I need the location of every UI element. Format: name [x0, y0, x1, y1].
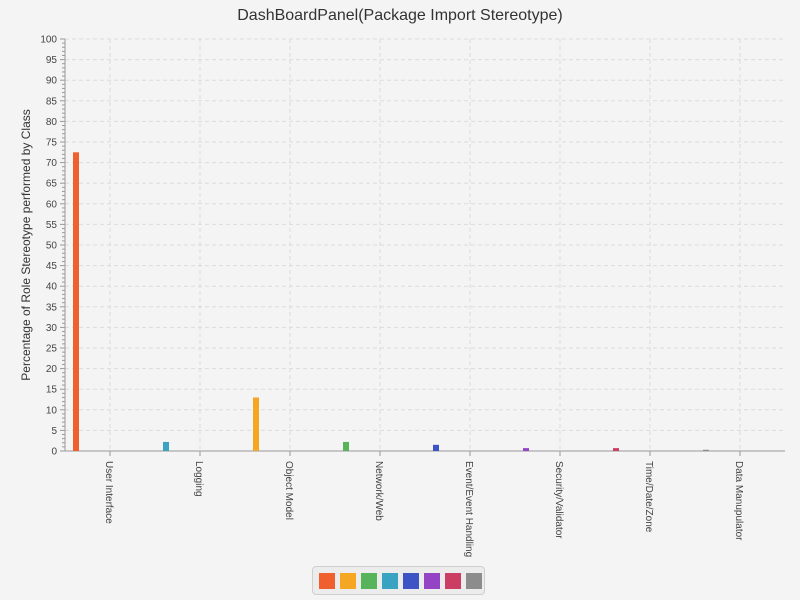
x-tick-label: Object Model — [283, 461, 294, 520]
y-tick-label: 65 — [46, 179, 58, 190]
y-tick-label: 30 — [46, 323, 58, 334]
chart-title: DashBoardPanel(Package Import Stereotype… — [237, 7, 563, 24]
x-tick-label: Network/Web — [373, 461, 384, 521]
legend-swatch — [319, 573, 335, 589]
legend-swatch — [382, 573, 398, 589]
y-tick-label: 60 — [46, 199, 58, 210]
y-tick-labels: 0 5 10 15 20 25 30 35 40 45 50 55 60 65 70 75 80 85 90 95 10… — [40, 35, 57, 458]
x-tick-label: Event/Event Handling — [463, 461, 474, 557]
x-tick-label: Data Manupulator — [733, 461, 744, 541]
legend-swatch — [340, 573, 356, 589]
legend-swatch — [424, 573, 440, 589]
y-tick-label: 5 — [51, 426, 57, 437]
x-tick-label: User Interface — [103, 461, 114, 524]
legend-swatch — [361, 573, 377, 589]
y-tick-label: 70 — [46, 158, 58, 169]
y-tick-label: 15 — [46, 385, 58, 396]
bar — [73, 152, 79, 452]
axes — [60, 38, 785, 456]
y-tick-label: 45 — [46, 261, 58, 272]
y-tick-label: 100 — [40, 35, 57, 46]
x-tick-labels: User Interface Logging Object Model Network… — [103, 461, 744, 557]
legend-swatch — [466, 573, 482, 589]
bar — [253, 397, 259, 451]
y-tick-label: 0 — [51, 447, 57, 458]
legend-swatch — [445, 573, 461, 589]
bar — [703, 449, 709, 451]
bar — [343, 441, 349, 451]
y-tick-label: 80 — [46, 117, 58, 128]
y-tick-label: 50 — [46, 241, 58, 252]
y-tick-label: 20 — [46, 364, 58, 375]
grid — [65, 38, 785, 452]
bar — [613, 448, 619, 451]
x-tick-label: Logging — [193, 461, 204, 497]
y-tick-label: 55 — [46, 220, 58, 231]
legend — [312, 566, 485, 595]
legend-swatch — [403, 573, 419, 589]
y-tick-label: 10 — [46, 405, 58, 416]
bar — [523, 448, 529, 451]
y-tick-label: 35 — [46, 302, 58, 313]
y-tick-label: 40 — [46, 282, 58, 293]
y-tick-label: 90 — [46, 76, 58, 87]
x-tick-label: Security/Validator — [553, 461, 564, 539]
bars — [73, 152, 709, 452]
bar — [433, 444, 439, 451]
y-axis-label: Percentage of Role Stereotype performed … — [19, 109, 33, 380]
bar — [163, 441, 169, 451]
y-tick-label: 25 — [46, 344, 58, 355]
y-tick-label: 75 — [46, 138, 58, 149]
y-tick-label: 85 — [46, 96, 58, 107]
y-tick-label: 95 — [46, 55, 58, 66]
x-tick-label: Time/Date/Zone — [643, 461, 654, 533]
